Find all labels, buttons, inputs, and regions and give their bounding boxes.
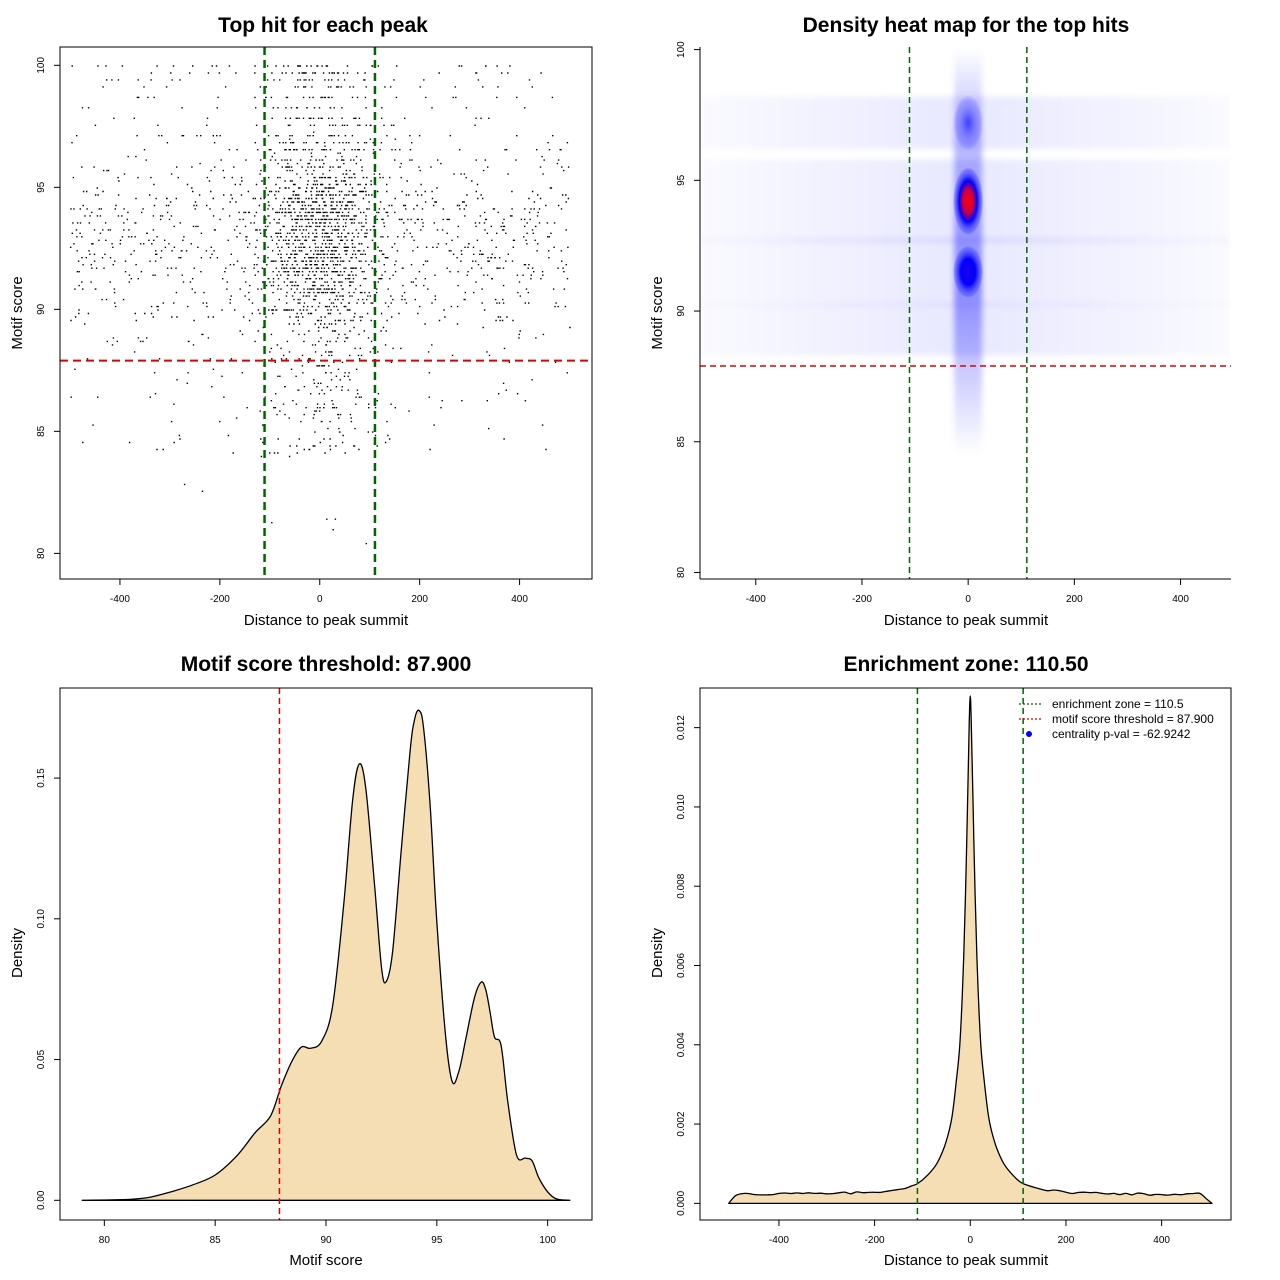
x-tick-label: -200 bbox=[210, 594, 230, 605]
x-tick-label: 200 bbox=[1066, 594, 1083, 605]
y-tick-label: 95 bbox=[676, 174, 687, 186]
y-tick-label: 100 bbox=[36, 57, 47, 74]
y-tick-label: 0.004 bbox=[676, 1032, 687, 1057]
x-tick-label: 85 bbox=[210, 1235, 222, 1246]
y-tick-label: 85 bbox=[676, 436, 687, 448]
panel-enrichment-density: Enrichment zone: 110.50 -400 -200 0 200 400 … bbox=[649, 653, 1232, 1269]
x-tick-label: 100 bbox=[539, 1235, 556, 1246]
enrichment-density-area bbox=[728, 695, 1213, 1205]
y-tick-label: 0.00 bbox=[36, 1190, 47, 1210]
y-tick-label: 90 bbox=[36, 303, 47, 315]
score-density-area bbox=[81, 709, 571, 1201]
score-density-y-axis: 0.00 0.05 0.10 0.15 bbox=[36, 768, 61, 1210]
x-tick-label: -400 bbox=[746, 594, 766, 605]
y-tick-label: 0.10 bbox=[36, 909, 47, 929]
x-tick-label: -200 bbox=[865, 1235, 885, 1246]
heatmap-hotspot bbox=[953, 245, 984, 298]
y-tick-label: 0.05 bbox=[36, 1049, 47, 1069]
panel-heatmap: Density heat map for the top hits -400 -2… bbox=[649, 14, 1231, 629]
x-tick-label: 0 bbox=[968, 1235, 974, 1246]
x-tick-label: -400 bbox=[110, 594, 130, 605]
enrichment-density-x-label: Distance to peak summit bbox=[884, 1252, 1049, 1269]
heatmap-x-label: Distance to peak summit bbox=[884, 612, 1049, 629]
panel-score-density: Motif score threshold: 87.900 80 85 90 95 10… bbox=[9, 653, 593, 1269]
legend-motif-threshold: motif score threshold = 87.900 bbox=[1052, 712, 1214, 726]
y-tick-label: 0.012 bbox=[676, 715, 687, 740]
legend-enrichment-zone: enrichment zone = 110.5 bbox=[1052, 697, 1184, 711]
score-density-y-label: Density bbox=[9, 927, 26, 978]
y-tick-label: 95 bbox=[36, 181, 47, 193]
enrichment-density-title: Enrichment zone: 110.50 bbox=[843, 653, 1088, 676]
x-tick-label: 95 bbox=[431, 1235, 443, 1246]
legend: enrichment zone = 110.5 motif score thre… bbox=[1019, 697, 1214, 741]
scatter-title: Top hit for each peak bbox=[218, 14, 428, 37]
scatter-x-axis: -400 -200 0 200 400 bbox=[110, 578, 528, 605]
heatmap-density bbox=[700, 47, 1231, 455]
x-tick-label: 400 bbox=[1153, 1235, 1170, 1246]
enrichment-density-y-label: Density bbox=[649, 927, 666, 978]
y-tick-label: 80 bbox=[676, 566, 687, 578]
x-tick-label: 200 bbox=[1058, 1235, 1075, 1246]
y-tick-label: 80 bbox=[36, 547, 47, 559]
x-tick-label: 90 bbox=[320, 1235, 332, 1246]
score-density-x-label: Motif score bbox=[289, 1252, 362, 1269]
scatter-y-label: Motif score bbox=[9, 276, 26, 349]
x-tick-label: 0 bbox=[965, 594, 971, 605]
y-tick-label: 90 bbox=[676, 305, 687, 317]
x-tick-label: -200 bbox=[852, 594, 872, 605]
scatter-x-label: Distance to peak summit bbox=[244, 612, 409, 629]
score-density-title: Motif score threshold: 87.900 bbox=[181, 653, 472, 676]
y-tick-label: 0.008 bbox=[676, 873, 687, 898]
enrichment-density-x-axis: -400 -200 0 200 400 bbox=[769, 1219, 1170, 1246]
x-tick-label: 400 bbox=[511, 594, 528, 605]
y-tick-label: 0.000 bbox=[676, 1190, 687, 1215]
y-tick-label: 0.010 bbox=[676, 794, 687, 819]
heatmap-hotspot bbox=[953, 167, 984, 236]
heatmap-y-axis: 80 85 90 95 100 bbox=[676, 41, 701, 578]
heatmap-y-label: Motif score bbox=[649, 276, 666, 349]
panel-scatter: Top hit for each peak -400 -200 0 200 400 80… bbox=[9, 14, 593, 629]
heatmap-x-axis: -400 -200 0 200 400 bbox=[746, 578, 1189, 605]
y-tick-label: 100 bbox=[676, 41, 687, 58]
score-density-x-axis: 80 85 90 95 100 bbox=[99, 1219, 556, 1246]
y-tick-label: 0.15 bbox=[36, 768, 47, 788]
heatmap-hotspots bbox=[953, 94, 984, 298]
heatmap-hotspot bbox=[953, 94, 984, 151]
x-tick-label: 200 bbox=[411, 594, 428, 605]
y-tick-label: 0.006 bbox=[676, 953, 687, 978]
y-tick-label: 0.002 bbox=[676, 1111, 687, 1136]
heatmap-title: Density heat map for the top hits bbox=[803, 14, 1130, 37]
y-tick-label: 85 bbox=[36, 425, 47, 437]
scatter-y-axis: 80 85 90 95 100 bbox=[36, 57, 61, 559]
legend-centrality-pval: centrality p-val = -62.9242 bbox=[1052, 727, 1191, 741]
x-tick-label: 0 bbox=[317, 594, 323, 605]
x-tick-label: 400 bbox=[1172, 594, 1189, 605]
legend-centrality-swatch bbox=[1026, 731, 1032, 737]
x-tick-label: -400 bbox=[769, 1235, 789, 1246]
enrichment-density-y-axis: 0.000 0.002 0.004 0.006 0.008 0.010 0.012 bbox=[676, 715, 701, 1216]
x-tick-label: 80 bbox=[99, 1235, 111, 1246]
